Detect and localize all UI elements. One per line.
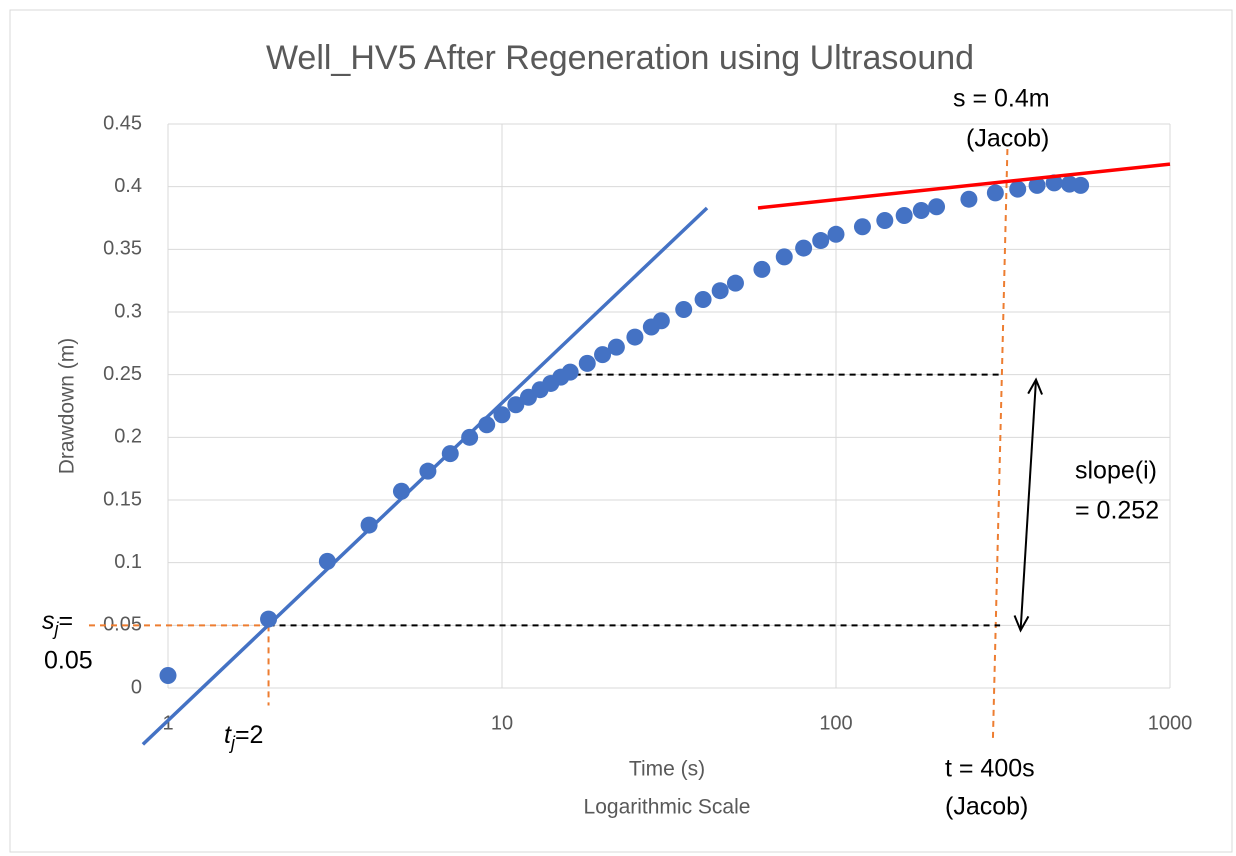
data-point (895, 206, 913, 224)
data-point (1045, 174, 1063, 192)
annotation-rest: = (59, 607, 74, 635)
data-point (986, 184, 1004, 202)
data-point (753, 260, 771, 278)
data-point (1009, 180, 1027, 198)
data-point (493, 406, 511, 424)
arrow-head (1013, 615, 1030, 633)
data-point (795, 239, 813, 257)
y-tick-label: 0.4 (114, 175, 142, 197)
y-tick-label: 0.35 (103, 238, 142, 260)
annotation: = 0.252 (1075, 497, 1159, 525)
annotation: (Jacob) (945, 793, 1028, 821)
annotation-subscript: j (228, 733, 236, 753)
data-point (675, 300, 693, 318)
y-tick-label: 0.1 (114, 551, 142, 573)
x-tick-label: 1000 (1148, 712, 1193, 734)
data-point (607, 338, 625, 356)
x-axis-title: Time (s) (629, 758, 705, 781)
data-point (461, 428, 479, 446)
x-axis-subtitle: Logarithmic Scale (584, 796, 751, 819)
y-tick-label: 0 (131, 676, 142, 698)
annotation: (Jacob) (966, 125, 1049, 153)
y-tick-label: 0.25 (103, 363, 142, 385)
annotation: t = 400s (945, 755, 1035, 783)
data-point (594, 346, 612, 364)
data-point (652, 312, 670, 330)
data-point (876, 212, 894, 230)
data-point (507, 396, 525, 414)
chart-title: Well_HV5 After Regeneration using Ultras… (266, 39, 974, 77)
data-point (578, 354, 596, 372)
x-tick-label: 100 (819, 712, 852, 734)
x-tick-label: 1 (162, 712, 173, 734)
arrow-head (1027, 377, 1043, 395)
data-point (1028, 176, 1046, 194)
data-point (260, 610, 278, 628)
arrow (1019, 379, 1037, 631)
chart-frame (9, 9, 1233, 853)
y-tick-label: 0.3 (114, 300, 142, 322)
annotation: s = 0.4m (953, 85, 1050, 113)
data-point (827, 225, 845, 243)
data-point (360, 516, 378, 534)
data-point (694, 290, 712, 308)
data-point (711, 282, 729, 300)
annotation-symbol: t (224, 721, 232, 749)
y-tick-label: 0.15 (103, 488, 142, 510)
data-point (1072, 176, 1090, 194)
data-point (812, 232, 830, 250)
y-axis-title: Drawdown (m) (56, 338, 79, 475)
annotation-symbol: s (42, 607, 55, 635)
annotation: tj=2 (224, 721, 263, 753)
data-point (159, 666, 177, 684)
data-point (775, 248, 793, 266)
data-point (960, 190, 978, 208)
annotation: 0.05 (44, 647, 93, 675)
fit-line (141, 206, 709, 746)
annotation: slope(i) (1075, 457, 1157, 485)
data-point (853, 218, 871, 236)
annotation-rest: =2 (235, 721, 264, 749)
y-tick-label: 0.45 (103, 112, 142, 134)
annotation-subscript: j (52, 619, 60, 639)
data-point (561, 363, 579, 381)
data-point (726, 274, 744, 292)
annotation: sj= (42, 607, 73, 639)
data-point (928, 198, 946, 216)
data-point (626, 328, 644, 346)
fit-line (757, 162, 1171, 210)
y-tick-label: 0.2 (114, 426, 142, 448)
x-tick-label: 10 (491, 712, 513, 734)
data-point (912, 201, 930, 219)
